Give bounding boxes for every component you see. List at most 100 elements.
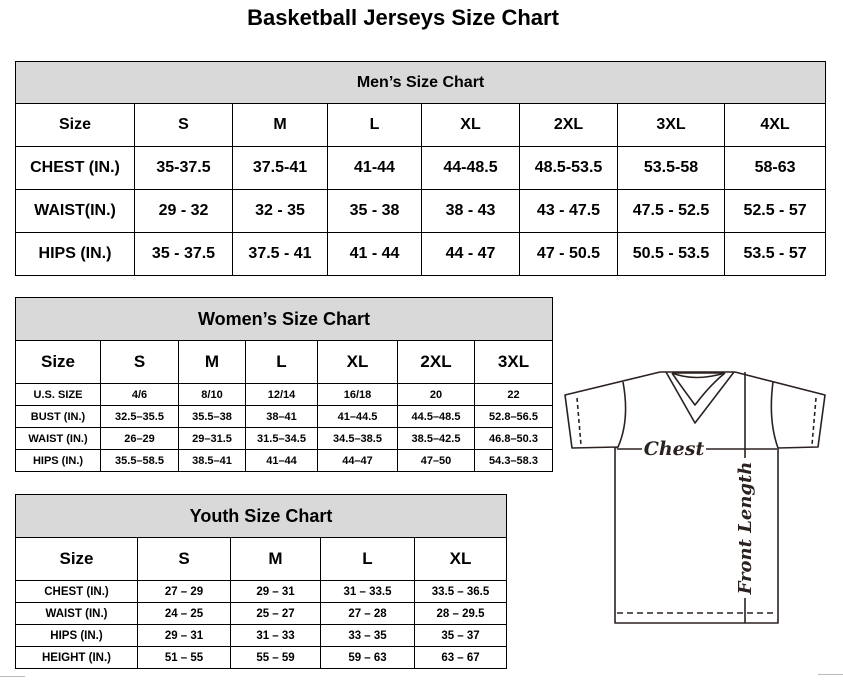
table-cell: 35 - 37.5 [134, 232, 233, 276]
table-cell: 31.5–34.5 [245, 427, 318, 450]
column-header: S [100, 340, 179, 384]
row-label: HEIGHT (IN.) [15, 646, 138, 669]
table-row: WAIST(IN.) 29 - 32 32 - 35 35 - 38 38 - 43 43… [15, 189, 827, 233]
table-cell: 44 - 47 [421, 232, 520, 276]
table-cell: 35.5–38 [178, 405, 246, 428]
table-cell: 35 - 38 [327, 189, 422, 233]
column-header: XL [421, 103, 520, 147]
table-cell: 8/10 [178, 383, 246, 406]
row-label: BUST (IN.) [15, 405, 101, 428]
table-cell: 29 – 31 [230, 580, 321, 603]
row-label: HIPS (IN.) [15, 624, 138, 647]
table-cell: 35-37.5 [134, 146, 233, 190]
table-row: CHEST (IN.) 27 – 29 29 – 31 31 – 33.5 33.5 –… [15, 580, 508, 603]
table-cell: 33.5 – 36.5 [413, 580, 508, 603]
table-cell: 59 – 63 [320, 646, 415, 669]
table-cell: 26–29 [100, 427, 179, 450]
column-header: S [134, 103, 233, 147]
table-cell: 51 – 55 [137, 646, 231, 669]
table-cell: 27 – 29 [137, 580, 231, 603]
table-cell: 32 - 35 [232, 189, 328, 233]
table-cell: 33 – 35 [320, 624, 415, 647]
column-header: Size [15, 340, 101, 384]
table-cell: 47 - 50.5 [519, 232, 618, 276]
column-header: S [137, 537, 231, 581]
column-header: 3XL [617, 103, 725, 147]
table-cell: 35.5–58.5 [100, 449, 179, 472]
table-cell: 31 – 33 [230, 624, 321, 647]
table-cell: 43 - 47.5 [519, 189, 618, 233]
column-header: 4XL [723, 103, 827, 147]
table-cell: 37.5-41 [232, 146, 328, 190]
column-header: L [245, 340, 318, 384]
table-cell: 29–31.5 [178, 427, 246, 450]
caption-row: Men’s Size Chart [14, 61, 827, 104]
table-cell: 44-48.5 [421, 146, 520, 190]
shirt-outline [564, 371, 826, 624]
column-header: M [232, 103, 328, 147]
divider [818, 674, 843, 680]
column-header: 3XL [473, 340, 554, 384]
table-cell: 35 – 37 [413, 624, 508, 647]
womens-size-chart: Women’s Size Chart Size S M L XL 2XL 3XL U.S. SI… [14, 297, 554, 472]
column-header: L [327, 103, 422, 147]
column-header: Size [15, 537, 138, 581]
table-cell: 47–50 [397, 449, 475, 472]
table-cell: 29 - 32 [134, 189, 233, 233]
table-row: WAIST (IN.) 26–29 29–31.5 31.5–34.5 34.5–38.… [15, 427, 554, 450]
table-cell: 41–44.5 [317, 405, 398, 428]
table-cell: 55 – 59 [230, 646, 321, 669]
page-title: Basketball Jerseys Size Chart [247, 5, 559, 30]
row-label: HIPS (IN.) [15, 449, 101, 472]
table-cell: 4/6 [100, 383, 179, 406]
column-header: 2XL [397, 340, 475, 384]
chest-label: Chest [644, 438, 705, 460]
table-cell: 37.5 - 41 [232, 232, 328, 276]
column-header: M [230, 537, 321, 581]
row-label: WAIST(IN.) [15, 189, 135, 233]
table-cell: 52.8–56.5 [473, 405, 554, 428]
youth-size-chart: Youth Size Chart Size S M L XL CHEST (IN.) 27 –… [14, 494, 508, 669]
mens-size-chart: Men’s Size Chart Size S M L XL 2XL 3XL 4XL CHEST … [14, 61, 827, 276]
table-cell: 29 – 31 [137, 624, 231, 647]
table-cell: 54.3–58.3 [473, 449, 554, 472]
table-cell: 47.5 - 52.5 [617, 189, 725, 233]
table-cell: 22 [473, 383, 554, 406]
table-row: CHEST (IN.) 35-37.5 37.5-41 41-44 44-48.5 48.… [15, 146, 827, 190]
column-header: L [320, 537, 415, 581]
table-cell: 31 – 33.5 [320, 580, 415, 603]
table-cell: 24 – 25 [137, 602, 231, 625]
front-length-label: Front Length [735, 462, 756, 596]
table-cell: 53.5-58 [617, 146, 725, 190]
sleeve-hem-left [576, 397, 582, 446]
header-row: Size S M L XL 2XL 3XL [15, 340, 554, 384]
table-cell: 38–41 [245, 405, 318, 428]
column-header: 2XL [519, 103, 618, 147]
table-cell: 28 – 29.5 [413, 602, 508, 625]
row-label: WAIST (IN.) [15, 602, 138, 625]
row-label: WAIST (IN.) [15, 427, 101, 450]
caption-row: Youth Size Chart [14, 494, 508, 538]
table-cell: 63 – 67 [413, 646, 508, 669]
jersey-measurement-diagram: Chest Front Length [564, 371, 826, 624]
table-cell: 50.5 - 53.5 [617, 232, 725, 276]
collar [665, 371, 735, 424]
table-row: HIPS (IN.) 29 – 31 31 – 33 33 – 35 35 – 37 [15, 624, 508, 647]
row-label: U.S. SIZE [15, 383, 101, 406]
column-header: Size [15, 103, 135, 147]
table-row: BUST (IN.) 32.5–35.5 35.5–38 38–41 41–44.5 44… [15, 405, 554, 428]
table-cell: 32.5–35.5 [100, 405, 179, 428]
table-cell: 12/14 [245, 383, 318, 406]
row-label: CHEST (IN.) [15, 580, 138, 603]
table-cell: 41-44 [327, 146, 422, 190]
divider [0, 676, 25, 677]
table-row: HIPS (IN.) 35 - 37.5 37.5 - 41 41 - 44 44 - … [15, 232, 827, 276]
table-cell: 44–47 [317, 449, 398, 472]
table-cell: 16/18 [317, 383, 398, 406]
table-cell: 48.5-53.5 [519, 146, 618, 190]
table-cell: 41 - 44 [327, 232, 422, 276]
table-caption: Women’s Size Chart [14, 297, 554, 341]
header-row: Size S M L XL [15, 537, 508, 581]
column-header: XL [317, 340, 398, 384]
column-header: XL [413, 537, 508, 581]
